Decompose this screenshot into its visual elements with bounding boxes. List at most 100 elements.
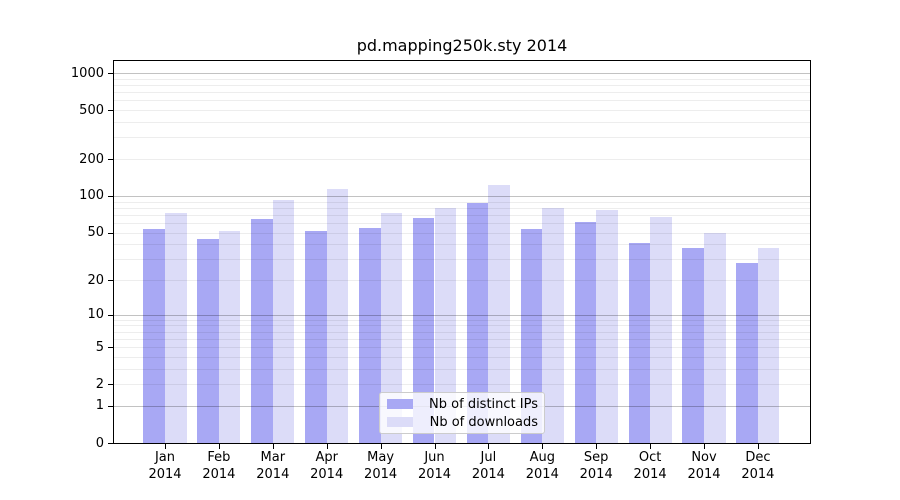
x-tick-label: Nov 2014 (687, 450, 721, 482)
x-tick-label: Apr 2014 (310, 450, 344, 482)
x-tick (380, 444, 382, 449)
y-tick-label: 1 (95, 398, 104, 414)
bar-downloads-nov (704, 232, 726, 443)
y-tick-label: 200 (79, 151, 104, 167)
y-tick (108, 314, 113, 316)
y-tick-label: 1000 (70, 65, 104, 81)
y-tick (108, 443, 113, 444)
gridline-minor (114, 201, 810, 203)
bar-downloads-feb (218, 231, 241, 443)
y-tick (108, 195, 113, 197)
bar-ips-feb (197, 239, 219, 443)
x-tick (757, 444, 759, 449)
legend-label-downloads: Nb of downloads (429, 414, 538, 430)
bar-downloads-aug (542, 207, 564, 443)
y-tick-label: 5 (95, 339, 104, 355)
bar-downloads-mar (272, 200, 295, 443)
gridline-minor (114, 92, 810, 94)
y-tick-label: 20 (87, 272, 104, 288)
x-tick (434, 444, 436, 449)
y-tick (108, 232, 113, 234)
gridline-major (114, 73, 810, 74)
legend-item-ips: Nb of distinct IPs (387, 397, 538, 412)
y-tick (108, 347, 113, 349)
grid-layer (114, 61, 810, 443)
gridline-major (114, 195, 810, 197)
x-tick-label: Oct 2014 (633, 450, 667, 482)
gridline-minor (114, 319, 810, 321)
bar-downloads-jun (434, 207, 457, 443)
x-tick (542, 444, 544, 449)
bar-ips-dec (736, 262, 758, 443)
bar-downloads-jul (488, 184, 510, 443)
gridline-minor (114, 232, 810, 234)
gridline-major (114, 314, 810, 316)
y-tick-label: 10 (87, 307, 104, 323)
gridline-minor (114, 368, 810, 370)
x-tick (704, 444, 705, 449)
gridline-minor (114, 214, 810, 216)
y-tick-label: 2 (95, 376, 104, 392)
gridline-minor (114, 325, 810, 327)
bar-downloads-oct (650, 217, 672, 443)
y-tick-label: 50 (87, 225, 104, 240)
bar-downloads-dec (757, 248, 780, 443)
gridline-minor (114, 78, 810, 80)
y-tick (108, 159, 113, 160)
x-tick-label: Dec 2014 (741, 450, 775, 482)
y-tick (108, 110, 113, 112)
x-tick-label: Mar 2014 (256, 450, 290, 482)
chart-title: pd.mapping250k.sty 2014 (356, 36, 568, 55)
legend: Nb of distinct IPs Nb of downloads (379, 392, 545, 434)
gridline-minor (114, 100, 810, 102)
gridline-minor (114, 259, 810, 261)
gridline-minor (114, 280, 810, 281)
y-tick (108, 384, 113, 386)
x-tick (488, 444, 490, 449)
legend-label-ips: Nb of distinct IPs (429, 396, 538, 412)
legend-item-downloads: Nb of downloads (387, 415, 538, 430)
bars-layer (114, 61, 810, 443)
bar-ips-sep (574, 222, 597, 443)
gridline-minor (114, 137, 810, 139)
x-tick-label: Jan 2014 (148, 450, 182, 482)
gridline-minor (114, 356, 810, 358)
gridline-minor (114, 338, 810, 340)
y-tick (108, 280, 113, 281)
y-tick-label: 100 (79, 188, 104, 204)
x-tick (165, 444, 166, 449)
x-tick-label: May 2014 (364, 450, 398, 482)
plot-area (113, 60, 811, 444)
gridline-minor (114, 222, 810, 224)
x-tick (218, 444, 220, 449)
gridline-minor (114, 347, 810, 349)
x-tick-label: Aug 2014 (525, 450, 559, 482)
y-tick (108, 73, 113, 74)
x-tick-label: Jul 2014 (471, 450, 505, 482)
x-tick (326, 444, 328, 449)
gridline-minor (114, 244, 810, 246)
gridline-minor (114, 331, 810, 333)
gridline-minor (114, 384, 810, 386)
x-tick-label: Sep 2014 (579, 450, 613, 482)
bar-downloads-may (380, 213, 403, 443)
bar-ips-mar (251, 218, 273, 443)
gridline-minor (114, 207, 810, 209)
bar-ips-jul (466, 203, 489, 443)
bar-ips-jan (143, 229, 165, 443)
legend-swatch-ips (387, 399, 413, 409)
bar-downloads-jan (165, 213, 187, 443)
gridline-minor (114, 122, 810, 123)
gridline-minor (114, 85, 810, 86)
x-tick (650, 444, 652, 449)
x-tick-label: Jun 2014 (417, 450, 452, 482)
bar-ips-may (359, 228, 381, 443)
bar-ips-nov (682, 248, 704, 443)
gridline-minor (114, 159, 810, 160)
bar-ips-oct (628, 242, 651, 443)
bar-downloads-sep (596, 210, 618, 443)
legend-swatch-downloads (387, 417, 413, 427)
x-tick (272, 444, 274, 449)
bar-downloads-apr (326, 188, 349, 443)
